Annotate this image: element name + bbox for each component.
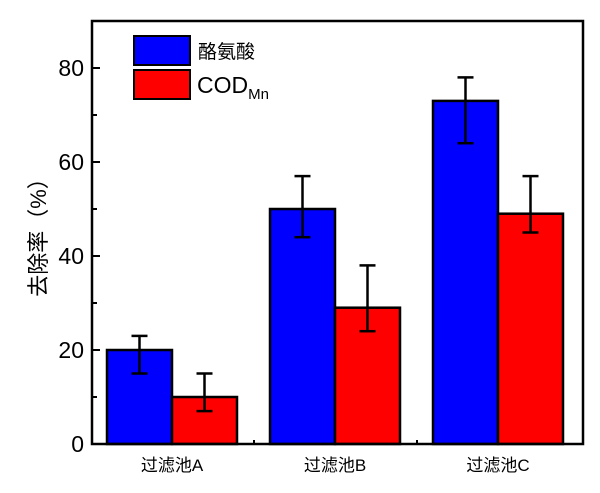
y-tick-label: 40 <box>58 243 84 269</box>
bar-0-2 <box>431 99 500 446</box>
legend-label-1-main: COD <box>197 72 248 98</box>
y-axis-label: 去除率（%） <box>26 167 51 297</box>
y-tick-label: 80 <box>58 55 84 81</box>
y-axis: 0 20 40 60 80 <box>58 20 100 457</box>
y-tick-label: 20 <box>58 337 84 363</box>
error-bar-1-0 <box>196 372 213 413</box>
error-bar-0-0 <box>131 334 148 375</box>
legend-label-1-subscript: Mn <box>248 86 269 103</box>
bar-0-1 <box>268 207 337 446</box>
error-bar-1-2 <box>522 174 539 234</box>
y-tick-label: 0 <box>71 431 84 457</box>
legend-label-0: 酪氨酸 <box>198 41 255 63</box>
x-tick-label: 过滤池C <box>466 456 529 475</box>
x-tick-label: 过滤池B <box>304 456 366 475</box>
x-tick-label: 过滤池A <box>141 456 204 475</box>
plot-frame <box>90 19 585 446</box>
bars-layer <box>105 76 565 446</box>
error-bar-0-1 <box>294 174 311 239</box>
error-bar-0-2 <box>457 76 474 145</box>
x-axis: 过滤池A 过滤池B 过滤池C <box>141 440 530 475</box>
error-bar-1-1 <box>359 264 376 333</box>
legend-swatch-0 <box>133 35 191 66</box>
legend: 酪氨酸 CODMn <box>133 35 269 103</box>
legend-swatch-1 <box>133 69 191 100</box>
bar-1-2 <box>496 212 565 446</box>
y-tick-label: 60 <box>58 149 84 175</box>
legend-label-1: CODMn <box>197 72 269 103</box>
